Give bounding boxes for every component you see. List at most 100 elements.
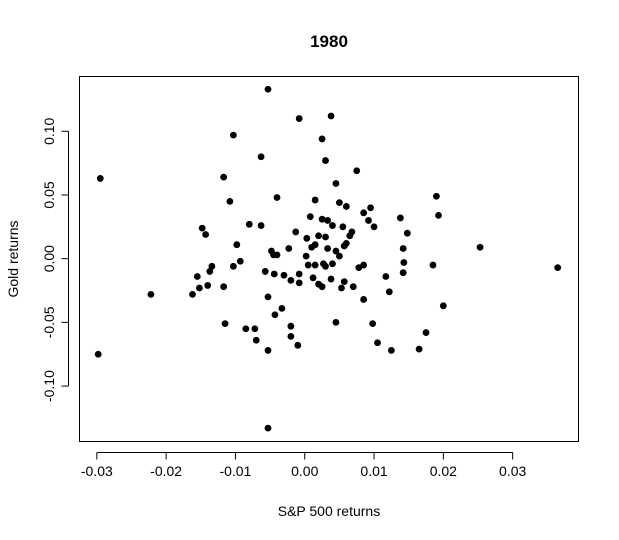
data-point — [257, 222, 265, 229]
data-point — [367, 204, 374, 212]
y-axis: -0.10 -0.05 0.00 0.05 0.10 — [41, 117, 69, 402]
data-point — [315, 232, 323, 240]
data-point — [439, 302, 447, 310]
data-point — [226, 197, 234, 205]
data-point — [252, 336, 260, 344]
data-point — [308, 243, 316, 251]
data-point — [311, 196, 319, 204]
x-tick-label: 0.00 — [291, 463, 318, 479]
data-point — [206, 268, 214, 275]
data-point — [189, 290, 196, 298]
data-point — [322, 233, 329, 241]
data-point — [318, 135, 326, 143]
data-point — [322, 262, 329, 270]
data-point — [261, 268, 269, 275]
data-point — [382, 273, 390, 280]
data-point — [360, 261, 368, 269]
data-point — [242, 325, 250, 333]
data-point — [349, 283, 357, 291]
data-point — [374, 339, 381, 347]
data-points — [94, 85, 562, 432]
data-point — [370, 223, 378, 231]
data-point — [229, 262, 237, 270]
data-point — [324, 245, 332, 252]
data-point — [385, 288, 393, 296]
y-tick-label: 0.05 — [41, 181, 57, 208]
data-point — [342, 239, 350, 247]
data-point — [287, 276, 295, 284]
data-point — [294, 341, 302, 349]
data-point — [278, 304, 286, 312]
data-point — [433, 192, 440, 200]
y-tick-label: 0.00 — [41, 245, 57, 272]
y-axis-label: Gold returns — [5, 220, 21, 297]
data-point — [236, 257, 244, 265]
data-point — [429, 261, 437, 269]
data-point — [340, 278, 348, 286]
data-point — [360, 209, 368, 217]
data-point — [264, 293, 272, 301]
data-point — [94, 350, 102, 358]
data-point — [198, 224, 206, 232]
data-point — [476, 243, 484, 251]
data-point — [220, 283, 228, 291]
data-point — [346, 232, 354, 240]
data-point — [369, 320, 377, 328]
data-point — [324, 217, 332, 224]
data-point — [245, 220, 253, 228]
data-point — [273, 251, 281, 259]
data-point — [400, 259, 408, 266]
data-point — [329, 260, 336, 268]
data-point — [327, 112, 335, 120]
x-tick-label: 0.01 — [360, 463, 387, 479]
data-point — [270, 270, 278, 278]
data-point — [311, 261, 319, 269]
data-point — [208, 262, 216, 270]
data-point — [435, 211, 442, 219]
x-axis: -0.03 -0.02 -0.01 0.00 0.01 0.02 0.03 — [81, 452, 526, 479]
y-tick-label: -0.10 — [41, 370, 57, 402]
data-point — [271, 311, 279, 319]
data-point — [342, 203, 350, 210]
data-point — [335, 199, 343, 207]
data-point — [202, 231, 210, 238]
data-point — [332, 318, 340, 326]
data-point — [329, 222, 336, 229]
data-point — [229, 131, 237, 139]
plot-frame — [79, 76, 579, 442]
data-point — [221, 320, 229, 328]
y-tick-label: 0.10 — [41, 117, 57, 144]
data-point — [264, 424, 272, 432]
data-point — [233, 241, 241, 249]
data-point — [287, 332, 295, 340]
data-point — [399, 245, 407, 252]
data-point — [295, 270, 303, 278]
data-point — [339, 223, 347, 231]
data-point — [309, 274, 317, 282]
data-point — [251, 325, 259, 333]
data-point — [365, 217, 372, 224]
data-point — [322, 157, 329, 164]
x-tick-label: 0.02 — [430, 463, 457, 479]
data-point — [318, 283, 326, 291]
data-point — [280, 271, 288, 279]
x-tick-label: -0.02 — [150, 463, 182, 479]
data-point — [332, 247, 340, 255]
x-axis-label: S&P 500 returns — [278, 503, 380, 519]
data-point — [264, 85, 272, 93]
data-point — [422, 329, 430, 336]
data-point — [554, 264, 562, 271]
data-point — [292, 228, 300, 236]
data-point — [204, 282, 212, 289]
data-point — [303, 234, 311, 242]
data-point — [264, 347, 272, 354]
data-point — [257, 153, 265, 161]
data-point — [295, 115, 303, 122]
data-point — [220, 173, 228, 181]
data-point — [295, 279, 303, 287]
data-point — [96, 175, 104, 182]
chart-title: 1980 — [310, 32, 348, 51]
data-point — [399, 269, 407, 277]
data-point — [360, 296, 368, 303]
data-point — [287, 322, 295, 330]
